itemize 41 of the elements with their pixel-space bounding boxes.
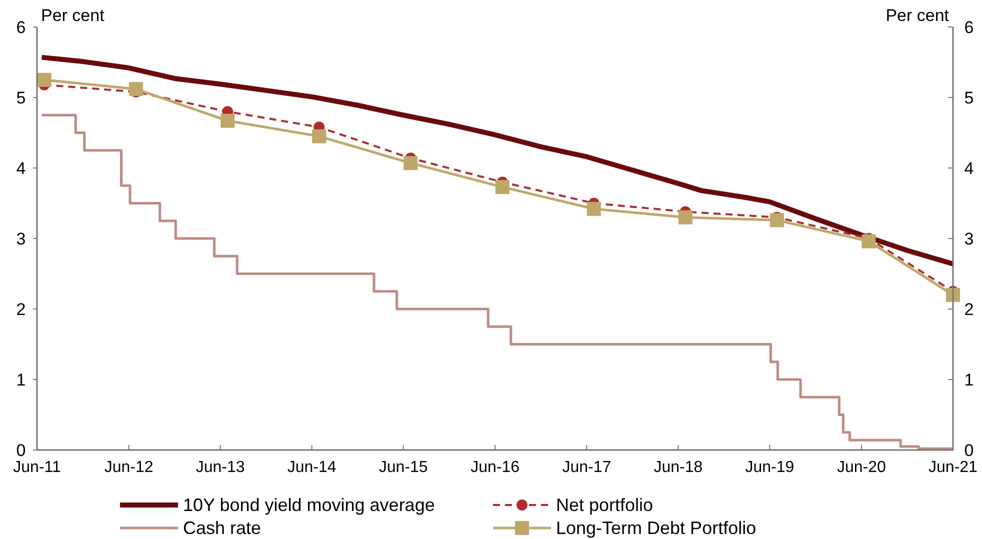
point xyxy=(312,129,326,144)
point xyxy=(862,234,876,248)
point xyxy=(220,114,235,128)
x-tick-label: Jun-21 xyxy=(928,459,978,476)
y2-tick-label: 1 xyxy=(964,370,974,390)
x-tick-label: Jun-15 xyxy=(378,459,428,476)
y-tick-label: 6 xyxy=(16,18,26,37)
legend-label: Long-Term Debt Portfolio xyxy=(556,518,756,538)
y2-tick-label: 5 xyxy=(964,88,974,108)
y-tick-label: 4 xyxy=(16,159,26,178)
y-tick-label: 3 xyxy=(16,230,26,248)
x-tick-label: Jun-13 xyxy=(196,459,245,476)
point xyxy=(678,210,692,224)
point xyxy=(129,82,144,96)
point xyxy=(37,72,52,87)
y2-tick-label: 3 xyxy=(964,230,974,248)
y2-tick-label: 4 xyxy=(964,159,974,178)
point xyxy=(404,156,418,170)
legend-label: Net portfolio xyxy=(556,495,654,515)
y-axis-title: Per cent xyxy=(41,6,105,25)
point xyxy=(586,202,601,216)
x-tick-label: Jun-19 xyxy=(745,459,794,476)
x-tick-label: Jun-14 xyxy=(287,459,336,476)
legend-label: 10Y bond yield moving average xyxy=(183,495,435,515)
y2-tick-label: 0 xyxy=(964,441,974,460)
y-tick-label: 2 xyxy=(16,300,26,319)
point xyxy=(770,213,784,228)
legend-label: Cash rate xyxy=(183,518,262,538)
x-tick-label: Jun-17 xyxy=(562,459,612,476)
x-tick-label: Jun-16 xyxy=(470,459,520,476)
point xyxy=(495,180,510,194)
y2-axis-title: Per cent xyxy=(886,6,950,25)
y2-tick-label: 6 xyxy=(964,18,974,37)
x-tick-label: Jun-18 xyxy=(654,459,703,476)
y-tick-label: 1 xyxy=(16,370,26,390)
x-tick-label: Jun-20 xyxy=(837,459,886,476)
y-tick-label: 0 xyxy=(16,441,26,460)
x-tick-label: Jun-11 xyxy=(13,459,61,476)
y-tick-label: 5 xyxy=(16,88,26,108)
y2-tick-label: 2 xyxy=(964,300,974,319)
x-tick-label: Jun-12 xyxy=(104,459,154,476)
